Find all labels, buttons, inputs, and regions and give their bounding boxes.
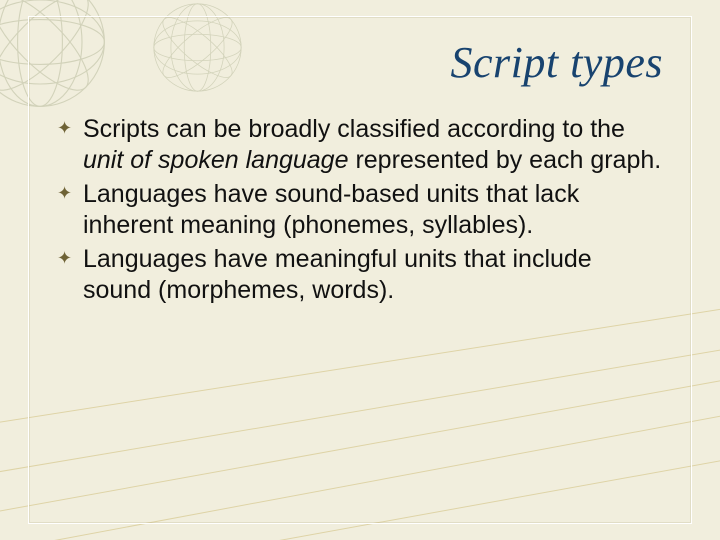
bullet-list: Scripts can be broadly classified accord…	[57, 114, 663, 305]
bullet-text: represented by each graph.	[349, 146, 662, 174]
bullet-text: Languages have meaningful units that inc…	[83, 245, 592, 304]
bullet-text: Scripts can be broadly classified accord…	[83, 115, 625, 143]
slide-title: Script types	[57, 37, 663, 88]
bullet-text-italic: unit of spoken language	[83, 146, 349, 174]
list-item: Languages have meaningful units that inc…	[57, 244, 663, 305]
slide-frame: Script types Scripts can be broadly clas…	[28, 16, 692, 524]
list-item: Scripts can be broadly classified accord…	[57, 114, 663, 175]
list-item: Languages have sound-based units that la…	[57, 179, 663, 240]
bullet-text: Languages have sound-based units that la…	[83, 180, 579, 239]
